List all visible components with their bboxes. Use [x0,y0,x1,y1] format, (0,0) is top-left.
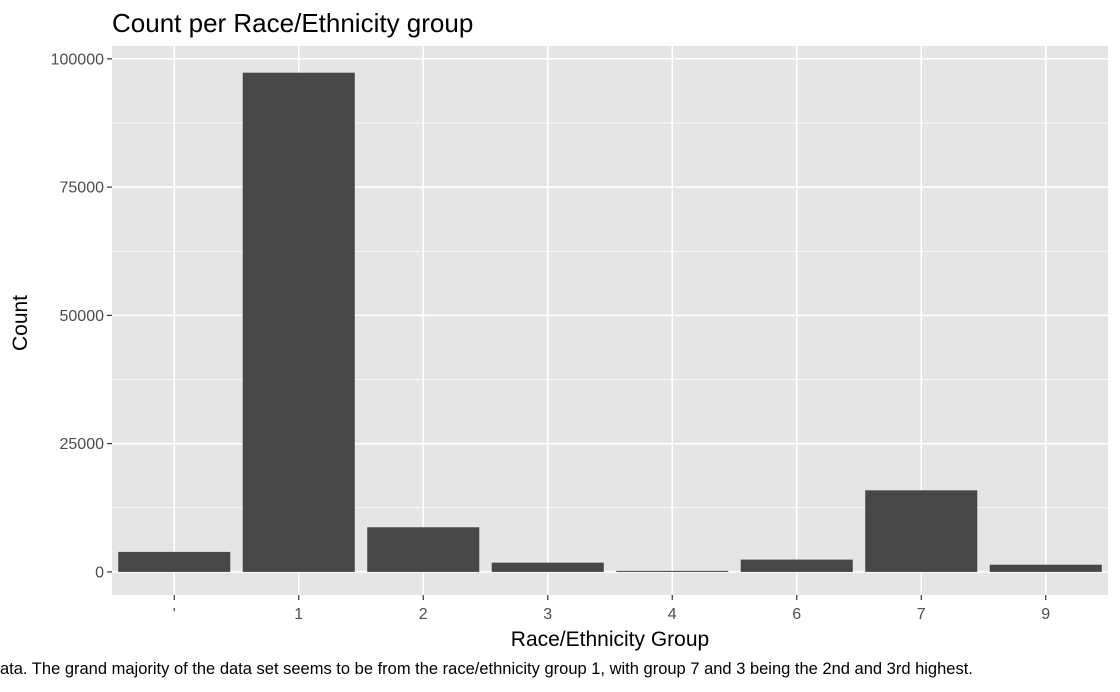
x-tick-label: 4 [668,606,677,623]
x-tick-label: ' [173,606,176,623]
y-tick-label: 0 [95,564,104,581]
x-tick-label: 3 [543,606,552,623]
x-tick-label: 6 [792,606,801,623]
x-axis: ' 1 2 3 4 6 7 9 [173,595,1050,623]
figure-caption: ata. The grand majority of the data set … [0,660,973,678]
chart-title: Count per Race/Ethnicity group [112,8,473,38]
y-axis: 0 25000 50000 75000 100000 [51,51,112,581]
x-tick-label: 7 [917,606,926,623]
x-tick-label: 9 [1041,606,1050,623]
x-tick-label: 1 [294,606,303,623]
y-tick-label: 75000 [60,180,105,197]
bars [118,72,1102,572]
bar-2 [367,527,480,572]
bar-1 [242,72,355,572]
bar-3 [491,562,604,572]
bar-4 [616,570,729,572]
bar-7 [865,490,978,572]
y-axis-title: Count [9,295,32,351]
bar-6 [740,559,853,572]
x-tick-label: 2 [419,606,428,623]
bar-' [118,551,231,572]
y-tick-label: 25000 [60,436,105,453]
bar-chart: Count per Race/Ethnicity group 0 25000 500… [9,8,1108,651]
bar-9 [989,564,1102,572]
y-tick-label: 50000 [60,308,105,325]
y-tick-label: 100000 [51,51,104,68]
x-axis-title: Race/Ethnicity Group [511,628,709,651]
